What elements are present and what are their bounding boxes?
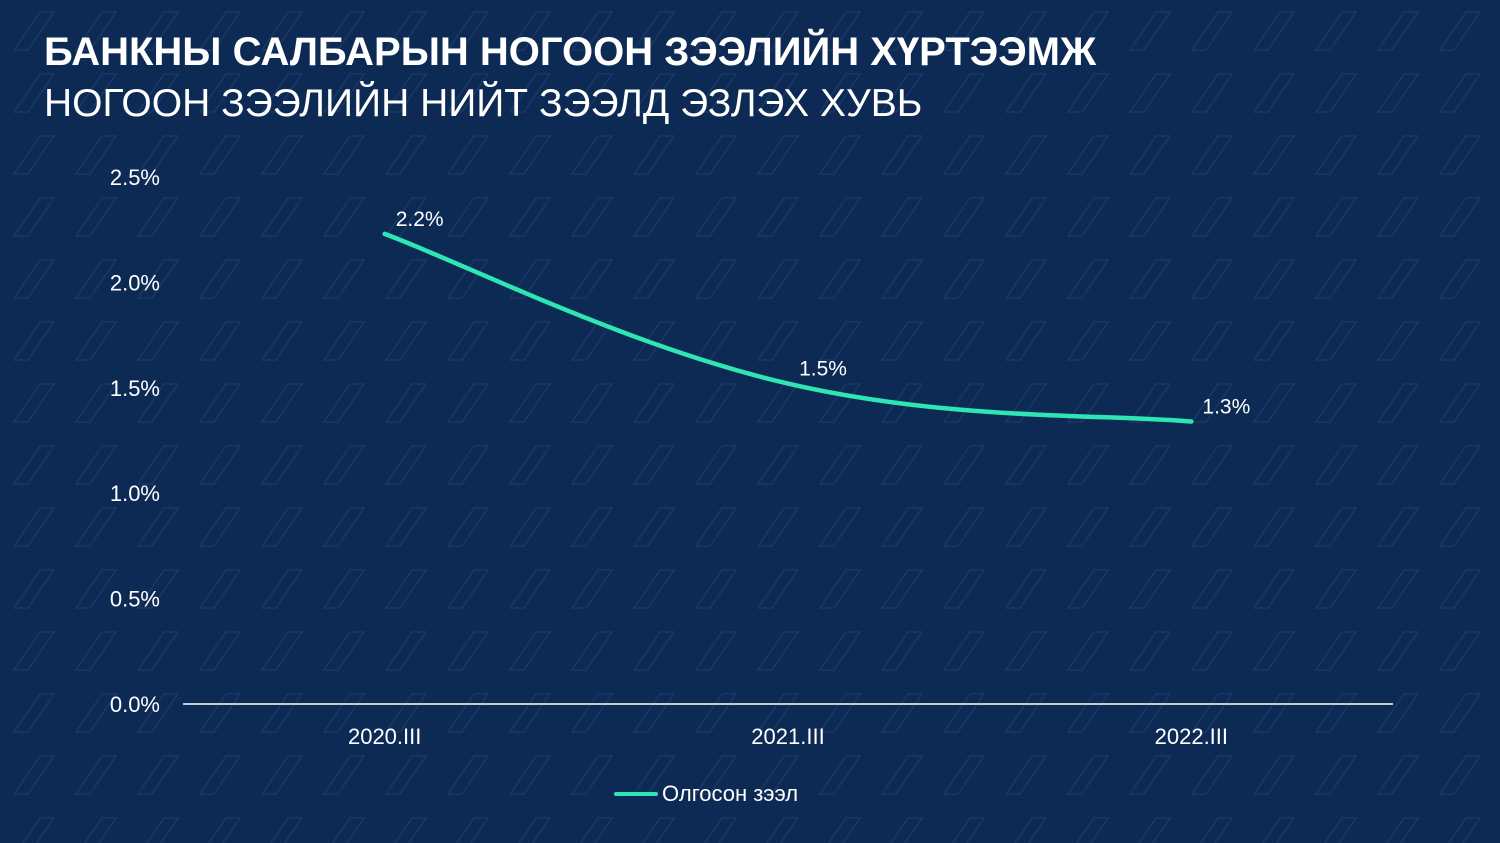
y-tick-label: 0.5% [110,587,160,612]
legend-label: Олгосон зээл [662,781,799,806]
data-label: 2.2% [396,208,444,231]
x-tick-label: 2020.III [348,724,421,749]
y-tick-label: 1.0% [110,481,160,506]
y-tick-label: 2.0% [110,270,160,295]
series-line [382,231,1194,424]
data-point [786,381,790,386]
chart-subtitle: НОГООН ЗЭЭЛИЙН НИЙТ ЗЭЭЛД ЭЗЛЭХ ХУВЬ [44,82,923,125]
data-point [382,231,387,236]
y-tick-label: 2.5% [110,165,160,190]
data-point [1189,419,1194,424]
legend: Олгосон зээл [614,781,798,807]
y-tick-label: 0.0% [110,692,160,717]
legend-swatch [614,792,658,796]
x-tick-label: 2022.III [1155,724,1228,749]
chart-title: БАНКНЫ САЛБАРЫН НОГООН ЗЭЭЛИЙН ХҮРТЭЭМЖ [44,30,1097,74]
data-label: 1.3% [1202,396,1250,419]
y-tick-label: 1.5% [110,376,160,401]
x-tick-label: 2021.III [751,724,824,749]
data-label: 1.5% [799,358,847,381]
